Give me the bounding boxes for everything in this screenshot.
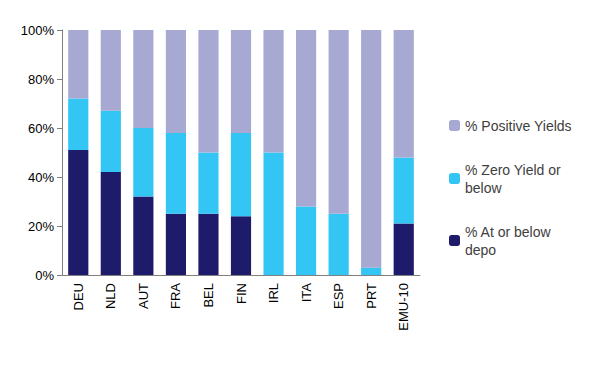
svg-text:FRA: FRA	[168, 283, 183, 309]
svg-text:20%: 20%	[28, 219, 54, 234]
svg-text:AUT: AUT	[136, 283, 151, 309]
svg-text:60%: 60%	[28, 121, 54, 136]
svg-text:% Zero Yield or: % Zero Yield or	[465, 162, 565, 178]
svg-text:0%: 0%	[35, 268, 54, 283]
svg-text:FIN: FIN	[234, 283, 249, 304]
svg-text:ESP: ESP	[331, 283, 346, 309]
svg-text:% At or below: % At or below	[465, 224, 555, 240]
svg-text:IRL: IRL	[266, 283, 281, 303]
svg-text:NLD: NLD	[103, 283, 118, 309]
svg-text:80%: 80%	[28, 72, 54, 87]
svg-text:below: below	[465, 180, 502, 196]
svg-text:BEL: BEL	[201, 283, 216, 308]
svg-text:EMU-10: EMU-10	[396, 283, 411, 331]
svg-text:ITA: ITA	[299, 283, 314, 303]
svg-text:40%: 40%	[28, 170, 54, 185]
svg-text:% Positive Yields: % Positive Yields	[465, 118, 572, 134]
svg-text:100%: 100%	[21, 23, 55, 38]
svg-text:DEU: DEU	[71, 283, 86, 310]
svg-text:PRT: PRT	[364, 283, 379, 309]
svg-text:depo: depo	[465, 242, 496, 258]
